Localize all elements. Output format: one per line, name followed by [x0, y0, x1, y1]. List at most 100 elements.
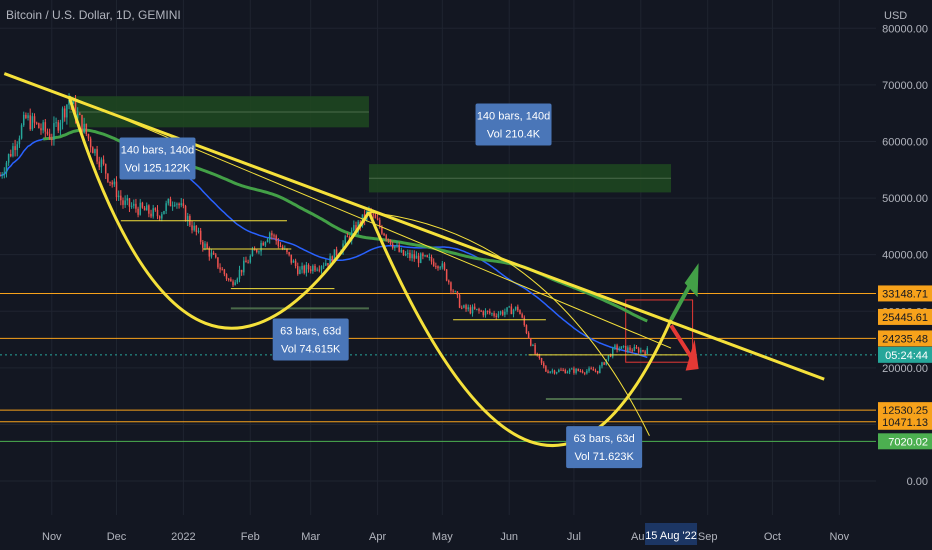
candle-body: [20, 125, 23, 139]
candle-body: [607, 355, 610, 360]
measure-label-bars: 63 bars, 63d: [574, 433, 635, 445]
candle-body: [586, 370, 588, 374]
candle-body: [527, 333, 530, 339]
date-highlight-box: [645, 523, 698, 545]
candle-body: [161, 214, 163, 219]
candle-body: [573, 368, 575, 373]
candle-body: [400, 250, 403, 252]
candle-body: [107, 173, 109, 182]
x-tick-label: 2022: [171, 531, 195, 543]
candle-body: [33, 116, 36, 123]
candle-body: [44, 122, 47, 132]
measure-label-box: [119, 137, 196, 180]
measure-label-volume: Vol 71.623K: [574, 451, 634, 463]
y-tick-label: 80000.00: [882, 23, 928, 35]
candle-body: [94, 149, 96, 154]
price-label: 05:24:44: [885, 350, 928, 362]
candle-body: [55, 122, 57, 124]
candle-body: [320, 266, 323, 270]
candle-body: [245, 260, 247, 263]
candle-body: [296, 266, 299, 274]
candle-body: [387, 238, 390, 240]
candle-body: [48, 133, 51, 139]
candle-body: [145, 205, 148, 211]
cup-curve-2: [367, 211, 673, 447]
candle-body: [240, 269, 243, 273]
candle-body: [583, 372, 586, 374]
candle-body: [135, 203, 137, 209]
candle-body: [378, 219, 381, 227]
candle-body: [514, 306, 517, 310]
candle-body: [85, 123, 88, 135]
candle-body: [277, 240, 280, 247]
candle-body: [59, 122, 62, 131]
candle-body: [141, 202, 144, 208]
candle-body: [148, 205, 150, 214]
candle-body: [581, 371, 584, 373]
candle-body: [247, 262, 249, 264]
candle-body: [534, 344, 536, 354]
candle-body: [415, 255, 418, 259]
measure-label-volume: Vol 210.4K: [487, 129, 541, 141]
candle-body: [163, 210, 165, 215]
y-axis[interactable]: 80000.00 70000.00 60000.00 50000.00 40000.00…: [876, 0, 932, 550]
x-tick-label: May: [432, 531, 453, 543]
candle-body: [253, 249, 256, 251]
candle-body: [346, 236, 349, 238]
candle-body: [478, 308, 480, 311]
candle-body: [456, 291, 459, 296]
candle-body: [564, 369, 567, 374]
candle-body: [150, 213, 152, 217]
candle-body: [486, 310, 489, 312]
candle-body: [29, 115, 31, 130]
x-axis[interactable]: Nov Dec 2022 Feb Mar Apr May Jun Jul Aug Sep Oct Nov…: [0, 515, 932, 550]
candle-body: [271, 233, 273, 236]
x-tick-label: Feb: [241, 531, 260, 543]
candle-body: [243, 260, 245, 273]
candle-body: [325, 263, 327, 266]
candle-body: [616, 345, 618, 350]
candle-body: [102, 159, 105, 164]
candle-body: [452, 290, 454, 292]
y-tick-label: 70000.00: [882, 80, 928, 92]
x-tick-label: Oct: [764, 531, 781, 543]
candle-body: [27, 115, 29, 118]
candle-body: [407, 252, 409, 255]
range-boxes: [69, 96, 694, 400]
candle-body: [223, 269, 226, 275]
candle-body: [588, 368, 590, 371]
candle-body: [76, 113, 79, 119]
candle-body: [251, 249, 254, 257]
candle-body: [491, 313, 493, 315]
candle-body: [396, 245, 398, 247]
candle-body: [476, 308, 478, 310]
candle-body: [219, 267, 221, 270]
candle-body: [40, 128, 42, 131]
y-tick-label: 40000.00: [882, 250, 928, 262]
y-tick-label: 0.00: [907, 476, 928, 488]
candle-body: [383, 233, 385, 236]
candle-body: [614, 345, 616, 348]
candle-body: [374, 214, 377, 219]
candle-body: [322, 265, 325, 267]
candle-body: [523, 317, 526, 326]
drawings: [3, 72, 825, 447]
candle-body: [260, 242, 262, 252]
candle-body: [558, 369, 560, 373]
candle-body: [53, 123, 55, 140]
candle-body: [292, 260, 295, 263]
candle-body: [264, 242, 267, 246]
candle-body: [594, 370, 597, 372]
candle-body: [83, 123, 85, 133]
candle-body: [266, 239, 269, 243]
candle-body: [208, 248, 211, 257]
candle-body: [620, 346, 623, 349]
candle-body: [601, 362, 603, 367]
candle-body: [553, 370, 556, 374]
trendline-main: [3, 72, 825, 381]
candle-body: [126, 198, 129, 201]
projection-curve: [368, 211, 650, 436]
candle-body: [495, 315, 498, 317]
candle-body: [174, 204, 176, 206]
